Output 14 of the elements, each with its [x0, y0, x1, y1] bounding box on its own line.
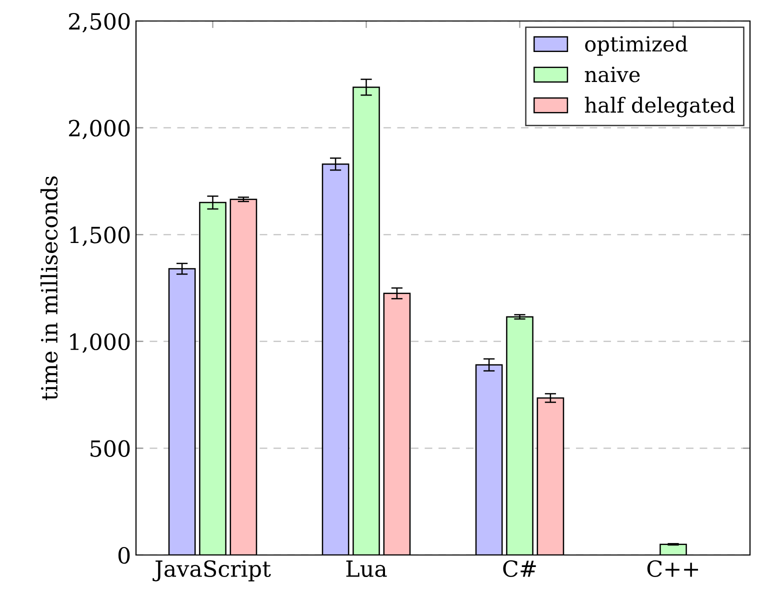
x-tick-label: JavaScript	[152, 560, 271, 582]
y-tick-label: 0	[118, 546, 130, 564]
x-tick-label: C++	[647, 560, 698, 578]
x-tick-label: Lua	[346, 560, 387, 578]
y-tick-label: 2,000	[69, 120, 130, 140]
x-tick-label: C#	[503, 560, 536, 578]
y-axis-title: time in milliseconds	[40, 176, 58, 400]
y-tick-label: 1,500	[70, 226, 130, 246]
legend-label: half delegated	[584, 96, 735, 118]
legend-label: optimized	[585, 36, 688, 56]
y-tick-label: 2,500	[69, 12, 130, 32]
y-tick-label: 1,000	[70, 333, 130, 353]
legend-label: naive	[584, 66, 640, 82]
y-tick-label: 500	[90, 440, 130, 457]
